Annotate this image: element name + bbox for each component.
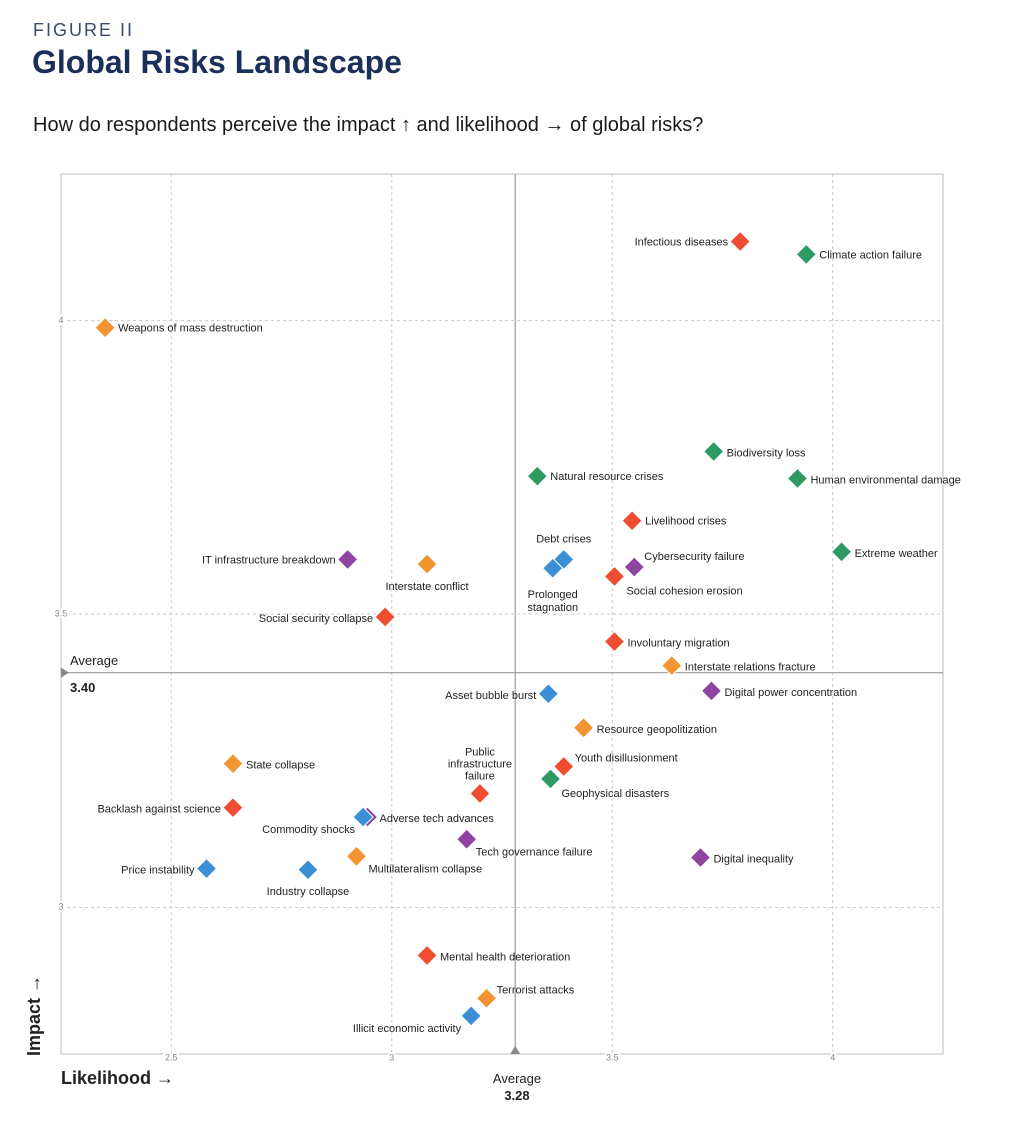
data-point-societal <box>374 606 396 628</box>
data-point-label: Climate action failure <box>819 249 922 261</box>
data-point-label: Weapons of mass destruction <box>118 323 263 335</box>
data-point-label: Social security collapse <box>259 613 373 625</box>
data-point-label: Multilateralism collapse <box>368 863 482 875</box>
data-point-label: Digital power concentration <box>724 687 857 699</box>
data-point-economic <box>460 1005 482 1027</box>
data-point-geopolitical <box>572 717 595 739</box>
data-point-label: Involuntary migration <box>627 638 729 650</box>
y-tick-label: 3 <box>58 902 63 912</box>
data-point-label: Tech governance failure <box>476 846 593 858</box>
chart-title: Global Risks Landscape <box>32 44 402 80</box>
average-likelihood-marker <box>510 1046 521 1054</box>
data-point-label: Human environmental damage <box>810 474 960 486</box>
data-point-technological <box>623 556 646 578</box>
data-point-label: Infectious diseases <box>635 236 729 248</box>
data-point-label: Adverse tech advances <box>379 813 494 825</box>
data-point-label: Extreme weather <box>855 548 938 560</box>
average-impact-value: 3.40 <box>70 680 96 695</box>
data-point-label: Interstate relations fracture <box>685 662 816 674</box>
data-point-label: Interstate conflict <box>385 581 468 593</box>
data-point-environmental <box>539 768 562 790</box>
data-point-environmental <box>795 243 817 266</box>
data-point-label: Biodiversity loss <box>727 447 806 459</box>
data-point-societal <box>416 944 438 967</box>
data-point-environmental <box>702 440 725 463</box>
data-point-environmental <box>526 465 548 487</box>
data-point-geopolitical <box>661 654 683 677</box>
average-likelihood-label: Average <box>492 1071 542 1086</box>
data-point-societal <box>222 796 244 819</box>
data-point-economic <box>195 857 218 880</box>
y-axis-title: Impact → <box>24 974 44 1056</box>
data-point-geopolitical <box>345 845 368 868</box>
data-point-environmental <box>830 541 853 563</box>
y-tick-label: 3.5 <box>55 608 68 618</box>
data-point-label: Geophysical disasters <box>562 788 670 800</box>
data-point-societal <box>603 565 626 588</box>
x-axis-title: Likelihood → <box>61 1068 175 1088</box>
x-tick-label: 2.5 <box>165 1052 178 1062</box>
data-point-label-line: infrastructure <box>448 759 512 771</box>
data-point-label-line: stagnation <box>527 602 578 614</box>
data-point-label: Terrorist attacks <box>497 984 575 996</box>
data-point-environmental <box>786 467 809 490</box>
data-point-geopolitical <box>222 752 244 775</box>
average-impact-label: Average <box>70 653 119 668</box>
data-point-economic <box>297 859 319 881</box>
data-point-label: Cybersecurity failure <box>644 551 744 563</box>
data-point-label: Social cohesion erosion <box>626 585 742 597</box>
data-point-label: Public <box>465 747 495 759</box>
data-point-label: Digital inequality <box>713 853 794 865</box>
data-point-label: Commodity shocks <box>262 824 355 836</box>
data-point-label: Livelihood crises <box>645 516 727 528</box>
data-point-geopolitical <box>94 316 116 339</box>
data-point-geopolitical <box>416 553 438 575</box>
x-tick-label: 4 <box>830 1052 835 1062</box>
data-point-societal <box>469 782 491 805</box>
data-point-economic <box>537 683 560 705</box>
data-point-label: Natural resource crises <box>550 471 664 483</box>
data-point-label: State collapse <box>246 760 315 772</box>
data-point-label: Debt crises <box>536 533 592 545</box>
data-point-label: IT infrastructure breakdown <box>202 554 336 566</box>
data-point-societal <box>729 230 751 253</box>
data-point-label: Backlash against science <box>97 804 221 816</box>
data-point-label: Youth disillusionment <box>575 753 678 765</box>
data-point-societal <box>621 510 643 532</box>
data-point-economic <box>542 557 564 579</box>
data-point-technological <box>700 680 723 702</box>
data-point-label: Price instability <box>121 865 195 877</box>
average-likelihood-value: 3.28 <box>504 1088 530 1103</box>
data-point-label: Industry collapse <box>267 886 350 898</box>
data-point-societal <box>553 755 575 778</box>
x-tick-label: 3 <box>389 1052 394 1062</box>
figure-label: FIGURE II <box>33 20 135 40</box>
x-tick-label: 3.5 <box>606 1052 619 1062</box>
data-point-geopolitical <box>475 987 498 1009</box>
data-point-societal <box>603 630 626 653</box>
data-point-label: Prolonged <box>528 589 578 601</box>
data-point-label: Mental health deterioration <box>440 951 570 963</box>
chart-subtitle: How do respondents perceive the impact ↑… <box>33 114 704 136</box>
data-point-technological <box>456 828 478 850</box>
y-tick-label: 4 <box>58 315 63 325</box>
average-impact-marker <box>61 667 69 678</box>
data-point-label-line: failure <box>465 771 495 783</box>
data-point-label: Asset bubble burst <box>445 690 536 702</box>
data-point-economic <box>352 806 374 828</box>
data-point-technological <box>689 846 712 869</box>
data-point-label: Resource geopolitization <box>597 724 717 736</box>
data-point-technological <box>336 548 359 571</box>
data-point-label: Illicit economic activity <box>353 1023 462 1035</box>
